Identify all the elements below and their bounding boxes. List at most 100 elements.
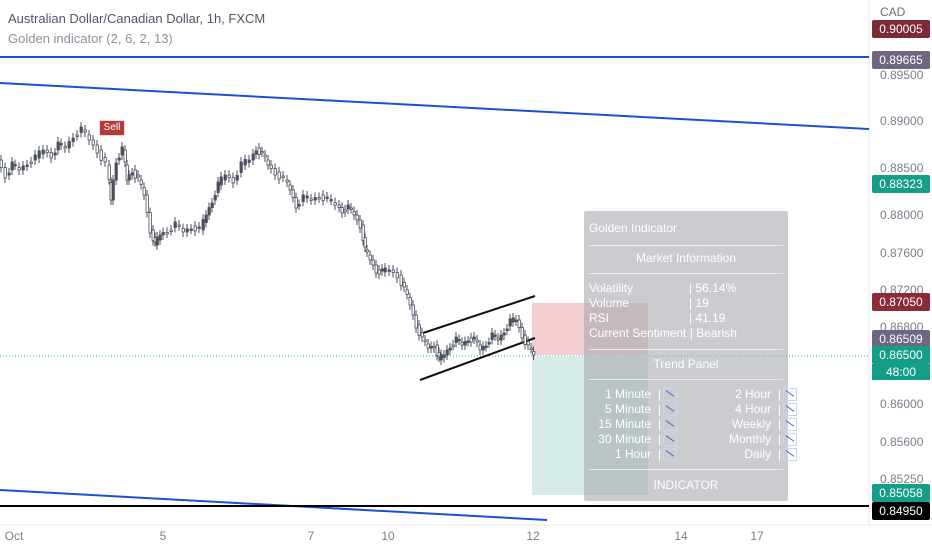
- price-axis[interactable]: 0.895000.890000.885000.880000.876000.872…: [880, 68, 924, 486]
- trend-panel-header: Trend Panel: [653, 357, 719, 371]
- candle-body: [285, 179, 289, 183]
- candle-body: [294, 197, 298, 209]
- trend-cell: 5 Minute |: [589, 402, 679, 417]
- price-tick-label: 0.87600: [880, 246, 924, 260]
- symbol-title[interactable]: Australian Dollar/Canadian Dollar, 1h, F…: [8, 11, 266, 26]
- bearish-trend-icon: [663, 403, 677, 416]
- candle-body: [435, 344, 439, 356]
- trend-timeframe-label: 1 Hour: [614, 447, 651, 461]
- candle-body: [49, 152, 53, 159]
- candle-body: [201, 219, 205, 231]
- candle-body: [361, 224, 365, 241]
- candle-body: [387, 269, 391, 272]
- candle-body: [263, 154, 267, 158]
- candle-body: [56, 141, 60, 151]
- candle-body: [305, 195, 309, 199]
- candle-body: [325, 196, 329, 199]
- candle-body: [120, 146, 124, 156]
- candle-body: [481, 346, 485, 351]
- separator: |: [777, 402, 781, 416]
- price-badge: 0.87050: [872, 293, 930, 311]
- price-tick-label: 0.88000: [880, 208, 924, 222]
- metric-value: | 19: [689, 296, 709, 310]
- separator: |: [777, 432, 781, 446]
- price-badge: 0.88323: [872, 175, 930, 193]
- candle-body: [514, 319, 518, 322]
- candle-body: [204, 214, 208, 223]
- candle-body: [346, 204, 350, 210]
- bearish-trend-icon: [663, 433, 677, 446]
- candle-body: [99, 149, 103, 161]
- trend-cell: Monthly |: [704, 432, 799, 447]
- candle-body: [67, 141, 71, 149]
- channel-upper-line[interactable]: [419, 295, 536, 335]
- candle-body: [321, 194, 325, 201]
- trend-cell: 30 Minute |: [589, 432, 679, 447]
- separator: |: [777, 417, 781, 431]
- metric-label: Volume: [589, 296, 630, 310]
- candle-body: [358, 219, 362, 229]
- separator: |: [657, 417, 661, 431]
- candle-body: [161, 232, 165, 236]
- candle-body: [193, 225, 197, 232]
- price-tick-label: 0.89000: [880, 114, 924, 128]
- candle-body: [0, 159, 3, 168]
- divider: [589, 349, 783, 350]
- divider: [589, 379, 783, 380]
- price-badge: 0.86500: [872, 346, 930, 364]
- candle-body: [185, 228, 189, 233]
- candle-body: [329, 199, 333, 202]
- bearish-trend-icon: [783, 403, 797, 416]
- candle-body: [442, 354, 446, 358]
- candle-body: [41, 149, 45, 155]
- candle-body: [130, 172, 134, 176]
- candle-body: [269, 164, 273, 169]
- candle-body: [257, 147, 261, 155]
- candle-body: [139, 179, 143, 185]
- divider: [589, 273, 783, 274]
- candle-body: [517, 319, 521, 328]
- trend-timeframe-label: Weekly: [731, 417, 771, 431]
- trend-cell: 2 Hour |: [704, 387, 799, 402]
- candle-body: [83, 129, 87, 133]
- trend-timeframe-label: 5 Minute: [604, 402, 651, 416]
- trendline-upper[interactable]: [0, 82, 870, 130]
- candle-body: [75, 134, 79, 137]
- time-tick-label: 14: [674, 529, 688, 543]
- candle-body: [457, 339, 461, 342]
- bearish-trend-icon: [783, 448, 797, 461]
- candle-body: [371, 259, 375, 266]
- channel-lower-line[interactable]: [419, 337, 536, 381]
- candle-body: [496, 337, 500, 341]
- candle-body: [181, 228, 185, 233]
- separator: |: [777, 387, 781, 401]
- divider: [589, 469, 783, 470]
- candle-body: [136, 174, 140, 178]
- candle-body: [408, 297, 412, 306]
- candle-body: [59, 143, 63, 146]
- price-tick-label: 0.85250: [880, 472, 924, 486]
- candle-body: [189, 228, 193, 231]
- candle-body: [53, 152, 57, 156]
- candle-body: [158, 234, 162, 241]
- candle-body: [151, 229, 155, 241]
- trend-timeframe-label: Daily: [744, 447, 771, 461]
- candle-body: [529, 347, 533, 350]
- price-badge: 0.90005: [872, 20, 930, 38]
- candlestick-series: [0, 122, 536, 365]
- candle-body: [508, 318, 512, 327]
- candle-body: [391, 269, 395, 273]
- candle-body: [380, 268, 384, 272]
- candle-body: [251, 153, 255, 161]
- candle-body: [260, 151, 264, 154]
- candle-body: [95, 144, 99, 154]
- candle-body: [429, 346, 433, 349]
- candle-body: [155, 236, 159, 246]
- indicator-legend[interactable]: Golden indicator (2, 6, 2, 13): [8, 31, 173, 46]
- bearish-trend-icon: [663, 418, 677, 431]
- trend-cell: Daily |: [704, 447, 799, 462]
- candle-body: [460, 342, 464, 346]
- time-axis[interactable]: Oct 5 7 10 12 14 17: [5, 529, 764, 543]
- candle-body: [333, 202, 337, 206]
